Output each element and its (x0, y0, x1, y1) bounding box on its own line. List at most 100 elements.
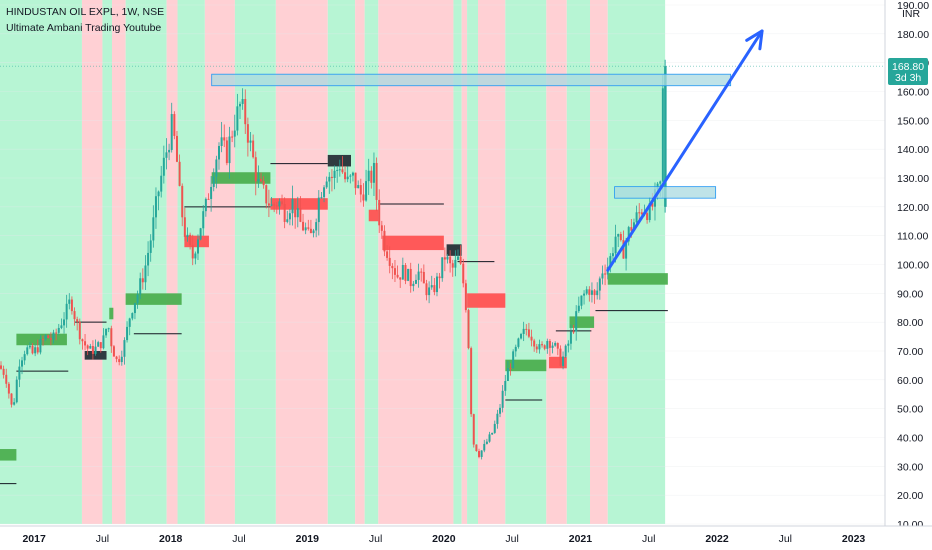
trend-zone-bull (0, 0, 82, 524)
candle-body (441, 257, 444, 279)
candle-body (128, 318, 131, 327)
trend-zone-bull (505, 0, 547, 524)
candle-body (428, 287, 431, 296)
price-tick-label: 180.00 (897, 29, 929, 41)
price-axis[interactable]: 10.0020.0030.0040.0050.0060.0070.0080.00… (884, 0, 932, 550)
candle-body (141, 278, 144, 283)
candle-body (152, 217, 155, 241)
candle-body (63, 319, 66, 326)
candle-body (399, 277, 402, 280)
candle-body (386, 251, 389, 258)
candle-body (81, 339, 84, 342)
candle-body (112, 346, 115, 357)
candle-body (136, 294, 139, 304)
candle-body (446, 256, 449, 260)
candle-body (10, 393, 13, 405)
candle-body (31, 345, 34, 354)
candle-body (194, 253, 197, 259)
candle-body (204, 198, 207, 212)
candle-body (312, 230, 315, 234)
candle-body (407, 268, 410, 281)
candle-body (372, 162, 375, 183)
candle-body (160, 175, 163, 192)
time-tick-label: Jul (96, 533, 109, 545)
candle-body (147, 252, 150, 266)
candle-body (604, 273, 607, 275)
time-axis[interactable]: 2017 Jul 2018 Jul 2019 Jul 2020 Jul 2021 Jul 2022 J… (0, 525, 932, 550)
candle-body (546, 340, 549, 349)
candle-body (404, 265, 407, 281)
candle-body (632, 222, 635, 231)
drawings-layer (211, 29, 764, 272)
last-price-badge-bg (888, 58, 928, 85)
candle-body (228, 136, 231, 164)
green-zone-box (16, 333, 67, 346)
time-tick-label: Jul (505, 533, 518, 545)
red-zone-box (184, 235, 209, 248)
candle-body (409, 268, 412, 287)
candle-body (344, 172, 347, 180)
candle-body (181, 185, 184, 218)
trend-zone-bear (81, 0, 103, 524)
trend-zone-bull (125, 0, 167, 524)
candle-body (380, 225, 383, 231)
candle-body (362, 194, 365, 201)
candle-body (509, 368, 512, 370)
candle-body (569, 331, 572, 344)
candle-body (648, 203, 651, 221)
red-zone-box (382, 235, 444, 251)
candle-body (472, 414, 475, 445)
resistance-box (211, 73, 732, 87)
red-zone-box (270, 198, 328, 210)
candle-body (220, 137, 223, 146)
candle-body (315, 222, 318, 231)
indicator-title[interactable]: Ultimate Ambani Trading Youtube (6, 22, 162, 34)
trend-zone-bull (234, 0, 276, 524)
candle-body (270, 204, 273, 206)
candle-body (438, 276, 441, 279)
price-tick-label: 20.00 (897, 490, 923, 502)
price-gridlines (0, 4, 885, 525)
green-zone-box (211, 172, 271, 184)
candle-body (522, 328, 525, 335)
candle-body (420, 271, 423, 273)
candle-body (470, 348, 473, 415)
candle-body (249, 140, 252, 143)
candle-body (514, 346, 517, 352)
candle-body (651, 203, 654, 207)
candle-body (70, 299, 73, 312)
candle-body (609, 256, 612, 268)
time-tick-label: 2017 (22, 533, 46, 545)
candle-body (23, 354, 26, 361)
candle-body (391, 265, 394, 269)
candle-body (278, 201, 281, 207)
candle-body (475, 444, 478, 452)
candle-body (580, 295, 583, 306)
candle-body (157, 191, 160, 197)
candle-body (401, 265, 404, 280)
candle-body (378, 199, 381, 226)
candle-body (239, 103, 242, 107)
candle-body (375, 162, 378, 200)
candle-body (412, 283, 415, 287)
candle-body (210, 186, 213, 199)
trend-zone-bull (327, 0, 356, 524)
candle-body (630, 227, 633, 231)
candle-body (299, 208, 302, 222)
price-axis-bg (885, 0, 932, 550)
candle-body (491, 432, 494, 435)
candle-body (283, 203, 286, 222)
candle-body (94, 346, 97, 354)
candle-body (449, 256, 452, 264)
candle-body (225, 140, 228, 164)
green-zone-box (569, 316, 595, 328)
candle-body (638, 212, 641, 214)
candle-body (162, 157, 165, 176)
candle-body (149, 240, 152, 253)
symbol-title[interactable]: HINDUSTAN OIL EXPL, 1W, NSE (6, 6, 165, 18)
candle-body (593, 290, 596, 296)
candle-body (133, 303, 136, 314)
price-tick-label: 50.00 (897, 404, 923, 416)
candle-body (543, 345, 546, 349)
